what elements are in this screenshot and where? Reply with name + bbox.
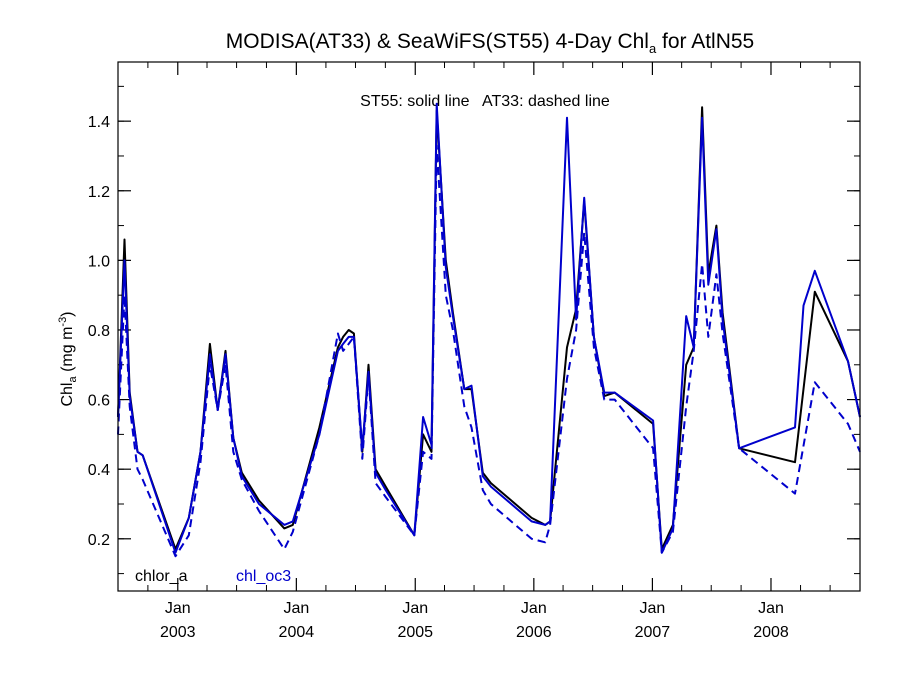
- x-tick-year: 2003: [160, 624, 196, 641]
- y-tick-label: 0.8: [88, 323, 110, 340]
- x-tick-month: Jan: [165, 600, 191, 617]
- x-tick-month: Jan: [758, 600, 784, 617]
- x-tick-month: Jan: [402, 600, 428, 617]
- y-tick-label: 0.2: [88, 532, 110, 549]
- y-tick-label: 0.4: [88, 462, 110, 479]
- x-tick-month: Jan: [640, 600, 666, 617]
- y-tick-label: 1.0: [88, 253, 110, 270]
- x-tick-month: Jan: [521, 600, 547, 617]
- chart-legend: chlor_a chl_oc3: [135, 568, 291, 585]
- axis-ticks: 0.2 0.4 0.6 0.8 1.0 1.2 1.4 Jan 2003 Jan 2004 Jan 20…: [88, 62, 861, 641]
- y-tick-label: 1.2: [88, 184, 110, 201]
- x-tick-month: Jan: [283, 600, 309, 617]
- y-tick-label: 0.6: [88, 393, 110, 410]
- series-line-at33-chlor-a: [117, 144, 861, 558]
- chart-title: MODISA(AT33) & SeaWiFS(ST55) 4-Day Chla …: [226, 30, 755, 56]
- plot-series: [117, 102, 861, 558]
- y-tick-label: 1.4: [88, 114, 110, 131]
- x-tick-year: 2005: [397, 624, 433, 641]
- x-tick-year: 2007: [635, 624, 671, 641]
- x-tick-year: 2008: [753, 624, 789, 641]
- legend-item-chlor-a: chlor_a: [135, 568, 188, 585]
- x-tick-year: 2006: [516, 624, 552, 641]
- plot-frame: [117, 61, 861, 592]
- legend-item-chl-oc3: chl_oc3: [236, 568, 291, 585]
- chart-annotation: ST55: solid line AT33: dashed line: [360, 93, 610, 110]
- y-axis-label: Chla (mg m-3): [57, 311, 79, 406]
- x-tick-year: 2004: [279, 624, 315, 641]
- series-line-st55-chl-oc3: [117, 102, 861, 554]
